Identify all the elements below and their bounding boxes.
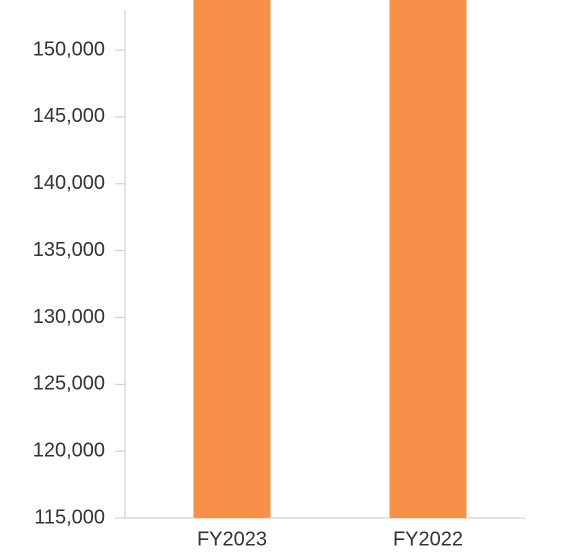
y-tick-label: 140,000 <box>33 172 105 194</box>
bar-segment <box>193 0 271 518</box>
y-tick-label: 120,000 <box>33 439 105 461</box>
y-tick-label: 115,000 <box>34 506 105 528</box>
x-tick-label: FY2022 <box>393 528 463 550</box>
bar-segment <box>389 0 467 518</box>
y-tick-label: 145,000 <box>33 105 105 127</box>
y-tick-label: 125,000 <box>33 373 105 395</box>
y-tick-label: 130,000 <box>33 306 105 328</box>
y-tick-label: 135,000 <box>33 239 105 261</box>
x-tick-label: FY2023 <box>197 528 267 550</box>
y-tick-label: 150,000 <box>33 38 105 60</box>
